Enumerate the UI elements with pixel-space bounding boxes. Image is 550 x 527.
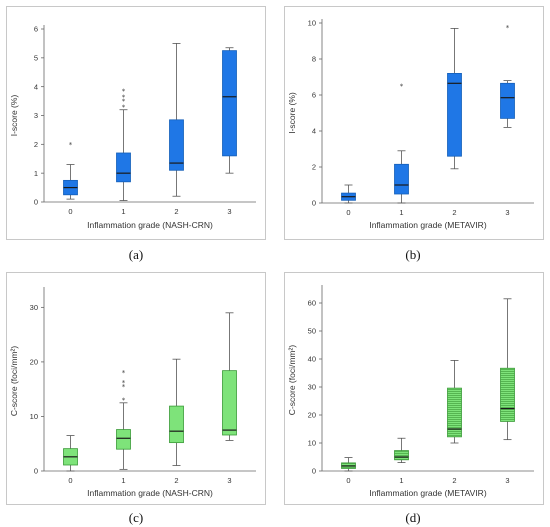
x-tick-label: 0 [68,207,72,216]
y-tick-label: 1 [34,169,38,178]
iqr-box [222,370,237,436]
y-tick-label: 8 [312,55,316,64]
x-tick-label: 3 [505,476,509,485]
panel-d-caption: (d) [405,510,421,525]
x-axis-title: Inflammation grade (METAVIR) [369,220,486,230]
y-tick-label: 10 [308,19,316,28]
y-tick-label: 5 [34,53,38,62]
x-tick-label: 0 [68,476,72,485]
iqr-box [394,450,409,461]
iqr-box [394,163,409,195]
y-tick-label: 0 [312,467,316,476]
y-tick-label: 30 [308,383,316,392]
iqr-box [116,152,131,183]
iqr-box [500,82,515,119]
x-tick-label: 1 [121,476,125,485]
y-tick-label: 2 [34,140,38,149]
y-tick-label: 20 [30,358,38,367]
outlier-marker: * [122,87,126,95]
iqr-box [447,387,462,438]
y-tick-label: 3 [34,111,38,120]
y-tick-label: 50 [308,327,316,336]
outlier-marker: * [122,369,126,377]
panel-a-caption: (a) [128,247,144,262]
x-tick-label: 3 [227,476,231,485]
x-tick-label: 1 [121,207,125,216]
x-tick-label: 1 [399,476,403,485]
outlier-marker: * [122,397,126,405]
outlier-marker: * [122,93,126,101]
x-tick-label: 2 [452,208,456,217]
outlier-marker: * [506,24,510,32]
y-axis-title: I-score (%) [9,95,19,137]
panel-c-caption: (c) [128,510,144,525]
outlier-marker: * [400,83,404,91]
y-tick-label: 20 [308,411,316,420]
x-axis-title: Inflammation grade (NASH-CRN) [87,488,213,498]
y-tick-label: 10 [308,439,316,448]
panel-b-caption: (b) [405,247,421,262]
outlier-marker: * [122,98,126,106]
outlier-marker: * [122,383,126,391]
x-axis-title: Inflammation grade (METAVIR) [369,488,486,498]
x-tick-label: 3 [505,208,509,217]
x-tick-label: 1 [399,208,403,217]
iqr-box [169,119,184,171]
outlier-marker: * [69,141,73,149]
x-tick-label: 3 [227,207,231,216]
y-tick-label: 4 [34,82,38,91]
iqr-box [116,429,131,450]
y-tick-label: 2 [312,163,316,172]
x-tick-label: 2 [174,476,178,485]
y-tick-label: 60 [308,299,316,308]
y-tick-label: 0 [34,198,38,207]
iqr-box [222,50,237,157]
outlier-marker: * [122,103,126,111]
iqr-box [500,367,515,422]
y-axis-title: C-score (foci/mm²) [9,346,19,417]
y-tick-label: 6 [312,91,316,100]
y-tick-label: 4 [312,127,316,136]
x-tick-label: 2 [174,207,178,216]
x-tick-label: 0 [346,476,350,485]
x-tick-label: 0 [346,208,350,217]
iqr-box [447,73,462,157]
y-tick-label: 30 [30,303,38,312]
iqr-box [169,405,184,444]
panel-b-frame [284,6,544,240]
y-tick-label: 10 [30,412,38,421]
y-tick-label: 0 [312,199,316,208]
y-axis-title: C-score (foci/mm²) [287,345,297,416]
y-axis-title: I-score (%) [287,92,297,134]
outlier-marker: * [122,379,126,387]
y-tick-label: 0 [34,467,38,476]
y-tick-label: 40 [308,355,316,364]
x-tick-label: 2 [452,476,456,485]
y-tick-label: 6 [34,25,38,34]
x-axis-title: Inflammation grade (NASH-CRN) [87,220,213,230]
